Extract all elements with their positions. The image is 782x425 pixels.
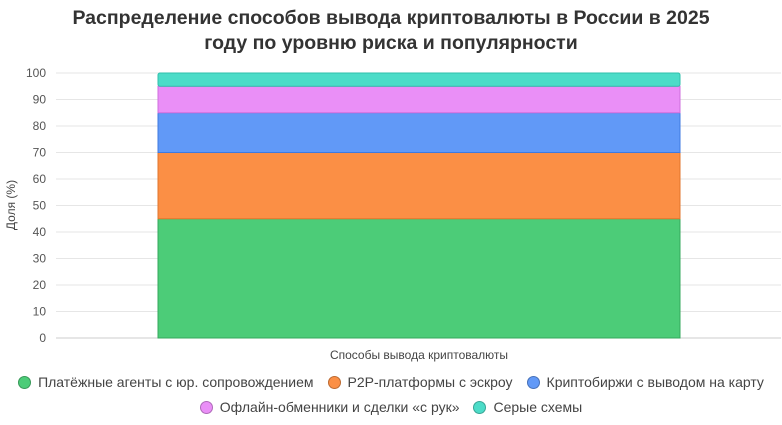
x-axis-label: Способы вывода криптовалюты <box>330 348 508 362</box>
legend-label: P2P-платформы с эскроу <box>347 374 513 390</box>
legend-swatch <box>327 375 341 389</box>
legend-label: Платёжные агенты с юр. сопровождением <box>38 374 314 390</box>
legend-item[interactable]: Криптобиржи с выводом на карту <box>526 374 764 390</box>
y-tick-label: 60 <box>33 172 47 186</box>
bar-segment-1[interactable] <box>157 218 681 339</box>
legend-row-1: Платёжные агенты с юр. сопровождением P2P… <box>0 374 782 390</box>
y-tick-label: 50 <box>33 199 47 213</box>
chart-title-line-1: Распределение способов вывода криптовалю… <box>72 7 710 29</box>
bar-stack <box>157 72 681 339</box>
bar-segment-3[interactable] <box>157 112 681 153</box>
bar-segment-4[interactable] <box>157 85 681 114</box>
chart-title: Распределение способов вывода криптовалю… <box>0 6 782 56</box>
legend-label: Серые схемы <box>493 399 583 415</box>
bar-segment-5[interactable] <box>157 72 681 87</box>
legend-item[interactable]: Платёжные агенты с юр. сопровождением <box>18 374 314 390</box>
legend-item[interactable]: P2P-платформы с эскроу <box>327 374 513 390</box>
legend-label: Офлайн-обменники и сделки «с рук» <box>219 399 460 415</box>
legend-label: Криптобиржи с выводом на карту <box>546 374 764 390</box>
y-tick-label: 80 <box>33 119 47 133</box>
y-tick-label: 20 <box>33 278 47 292</box>
y-tick-label: 90 <box>33 93 47 107</box>
legend-row-2: Офлайн-обменники и сделки «с рук» Серые с… <box>0 399 782 415</box>
legend-swatch <box>199 400 213 414</box>
legend-item[interactable]: Офлайн-обменники и сделки «с рук» <box>199 399 460 415</box>
legend-swatch <box>18 375 32 389</box>
y-tick-label: 100 <box>26 66 46 80</box>
legend-swatch <box>526 375 540 389</box>
chart-title-line-2: году по уровню риска и популярности <box>204 32 578 54</box>
y-tick-label: 0 <box>39 331 46 345</box>
legend-item[interactable]: Серые схемы <box>473 399 582 415</box>
y-axis-ticks: 0 10 20 30 40 50 60 70 80 90 100 <box>26 66 46 345</box>
y-tick-label: 70 <box>33 146 47 160</box>
y-tick-label: 30 <box>33 252 47 266</box>
legend-swatch <box>473 400 487 414</box>
bar-segment-2[interactable] <box>157 152 681 220</box>
y-tick-label: 10 <box>33 305 47 319</box>
y-tick-label: 40 <box>33 225 47 239</box>
y-axis-label: Доля (%) <box>4 180 18 230</box>
